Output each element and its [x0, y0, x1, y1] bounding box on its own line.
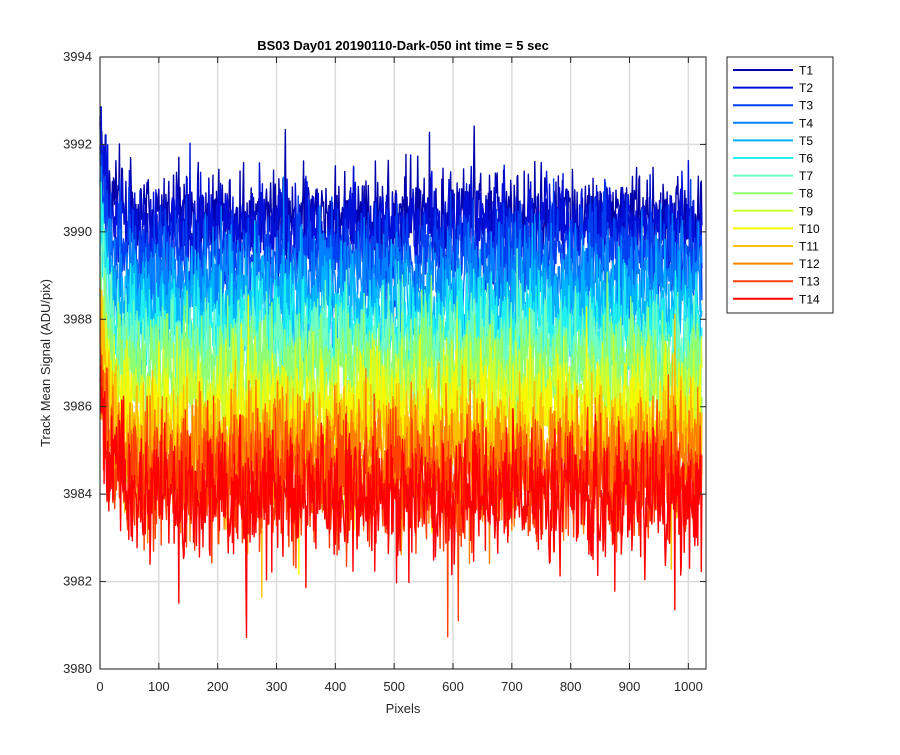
legend-box — [726, 56, 834, 314]
axis-ticks: 0 100 200 300 400 500 600 700 800 900 1000 3980 3982… — [63, 49, 706, 694]
y-tick-label: 3980 — [63, 661, 92, 676]
legend-label-t6: T6 — [799, 152, 813, 166]
y-tick-label: 3986 — [63, 399, 92, 414]
legend-label-t3: T3 — [799, 99, 813, 113]
series-line-t2 — [99, 106, 703, 293]
y-tick-label: 3984 — [63, 486, 92, 501]
legend-label-t11: T11 — [799, 240, 819, 254]
legend-label-t1: T1 — [799, 64, 813, 78]
legend-label-t14: T14 — [799, 292, 820, 306]
legend-label-t12: T12 — [799, 257, 820, 271]
x-tick-label: 0 — [96, 679, 103, 694]
legend-label-t13: T13 — [799, 275, 820, 289]
legend-label-t2: T2 — [799, 81, 813, 95]
axes-box — [99, 56, 707, 670]
x-tick-label: 700 — [501, 679, 523, 694]
legend: T1 T2 T3 T4 T5 T6 T7 T8 T9 T10 T11 T12 T13 T14 — [726, 56, 834, 314]
y-tick-label: 3988 — [63, 311, 92, 326]
y-tick-label: 3994 — [63, 49, 92, 64]
x-tick-label: 600 — [442, 679, 464, 694]
x-tick-label: 400 — [324, 679, 346, 694]
x-tick-label: 1000 — [674, 679, 703, 694]
y-tick-label: 3990 — [63, 224, 92, 239]
legend-label-t4: T4 — [799, 116, 813, 130]
x-tick-label: 300 — [266, 679, 288, 694]
chart-title: BS03 Day01 20190110-Dark-050 int time = … — [257, 38, 549, 53]
x-tick-label: 500 — [383, 679, 405, 694]
x-axis-label: Pixels — [386, 701, 421, 716]
x-tick-label: 200 — [207, 679, 229, 694]
legend-label-t5: T5 — [799, 134, 813, 148]
series-layer — [99, 106, 703, 639]
y-tick-label: 3992 — [63, 136, 92, 151]
x-tick-label: 900 — [619, 679, 641, 694]
legend-label-t7: T7 — [799, 169, 813, 183]
y-axis-label: Track Mean Signal (ADU/pix) — [38, 279, 53, 447]
legend-label-t8: T8 — [799, 187, 813, 201]
series-line-t5 — [99, 177, 703, 396]
legend-label-t9: T9 — [799, 204, 813, 218]
x-tick-label: 100 — [148, 679, 170, 694]
legend-label-t10: T10 — [799, 222, 820, 236]
y-tick-label: 3982 — [63, 574, 92, 589]
series-line-t14 — [99, 364, 703, 639]
x-tick-label: 800 — [560, 679, 582, 694]
